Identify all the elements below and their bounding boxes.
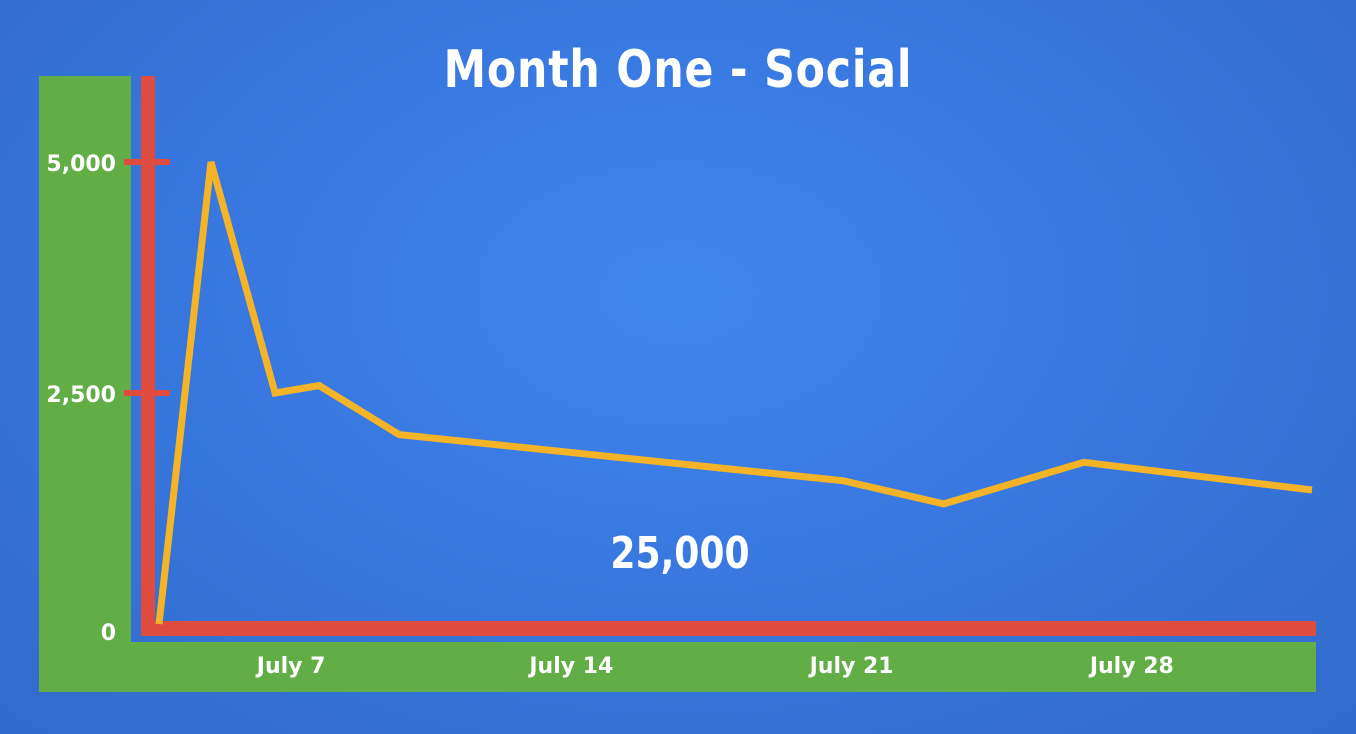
x-tick-label: July 28 xyxy=(1088,654,1174,679)
y-tick-mark xyxy=(124,390,170,396)
total-annotation: 25,000 xyxy=(610,528,750,579)
x-tick-label: July 7 xyxy=(255,654,326,679)
chart-title: Month One - Social xyxy=(443,40,913,100)
x-tick-label: July 14 xyxy=(527,654,613,679)
y-tick-mark xyxy=(124,159,170,165)
x-axis-band xyxy=(131,642,1316,692)
y-tick-label: 5,000 xyxy=(46,152,116,177)
y-axis-line xyxy=(141,76,155,636)
x-axis-line xyxy=(141,621,1316,636)
x-axis-ticks: July 7 July 14 July 21 July 28 xyxy=(255,654,1174,679)
x-tick-label: July 21 xyxy=(808,654,894,679)
series-layer xyxy=(155,161,1313,625)
y-tick-label: 2,500 xyxy=(46,383,116,408)
y-tick-label: 0 xyxy=(101,621,116,646)
y-axis-band xyxy=(39,76,131,692)
y-axis-ticks: 0 2,500 5,000 xyxy=(46,152,170,646)
